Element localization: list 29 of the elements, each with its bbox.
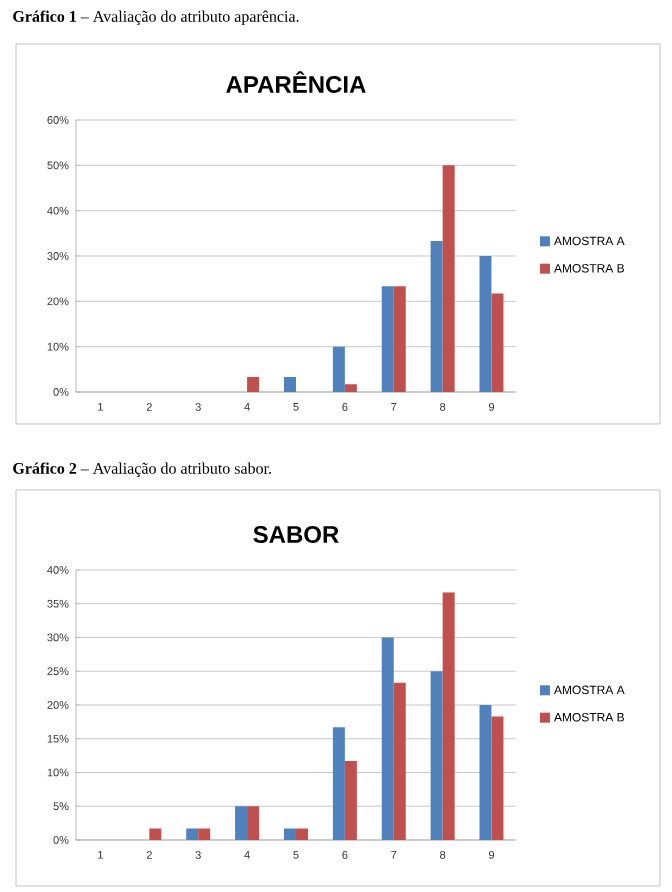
bar — [442, 165, 455, 392]
text: Gráfico 1 – Avaliação do atributo aparência. — [13, 10, 299, 26]
bar — [247, 377, 260, 392]
chart-title: APARÊNCIA — [226, 71, 366, 93]
bar — [393, 286, 406, 392]
text: Gráfico 2 – Avaliação do atributo sabor. — [13, 462, 271, 478]
bar — [283, 377, 296, 392]
bar — [491, 293, 504, 392]
bar — [332, 727, 345, 840]
bar — [332, 346, 345, 392]
bar — [381, 286, 394, 392]
bar — [186, 828, 199, 840]
bar — [491, 716, 504, 840]
bar — [479, 704, 492, 840]
bar — [247, 806, 260, 840]
chart-title: SABOR — [253, 525, 339, 543]
bar — [149, 828, 162, 840]
bar — [430, 241, 443, 392]
bar — [344, 384, 357, 392]
bar — [393, 682, 406, 840]
bar — [198, 828, 211, 840]
bar — [235, 806, 248, 840]
bar — [283, 828, 296, 840]
bar — [442, 592, 455, 840]
bar — [430, 671, 443, 840]
bar — [479, 256, 492, 392]
bar — [381, 637, 394, 840]
bar — [295, 828, 308, 840]
bar — [344, 761, 357, 840]
